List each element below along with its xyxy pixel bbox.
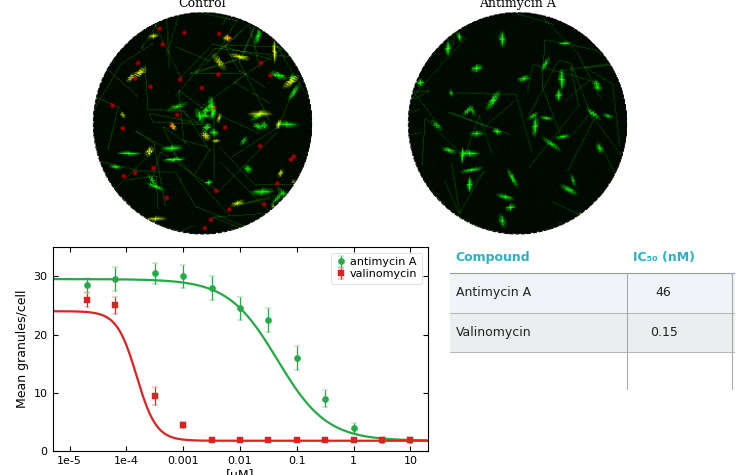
Legend: antimycin A, valinomycin: antimycin A, valinomycin — [331, 253, 422, 284]
Text: Compound: Compound — [456, 251, 530, 264]
Title: Control: Control — [178, 0, 226, 10]
Text: Antimycin A: Antimycin A — [456, 286, 531, 299]
Text: Valinomycin: Valinomycin — [456, 326, 531, 339]
Text: 0.15: 0.15 — [650, 326, 678, 339]
Text: 46: 46 — [656, 286, 672, 299]
Bar — [450, 273, 735, 313]
Bar — [450, 313, 735, 352]
Title: Antimycin A: Antimycin A — [479, 0, 556, 10]
Text: IC₅₀ (nM): IC₅₀ (nM) — [633, 251, 694, 264]
X-axis label: [μM]: [μM] — [226, 469, 254, 475]
Y-axis label: Mean granules/cell: Mean granules/cell — [16, 290, 29, 408]
